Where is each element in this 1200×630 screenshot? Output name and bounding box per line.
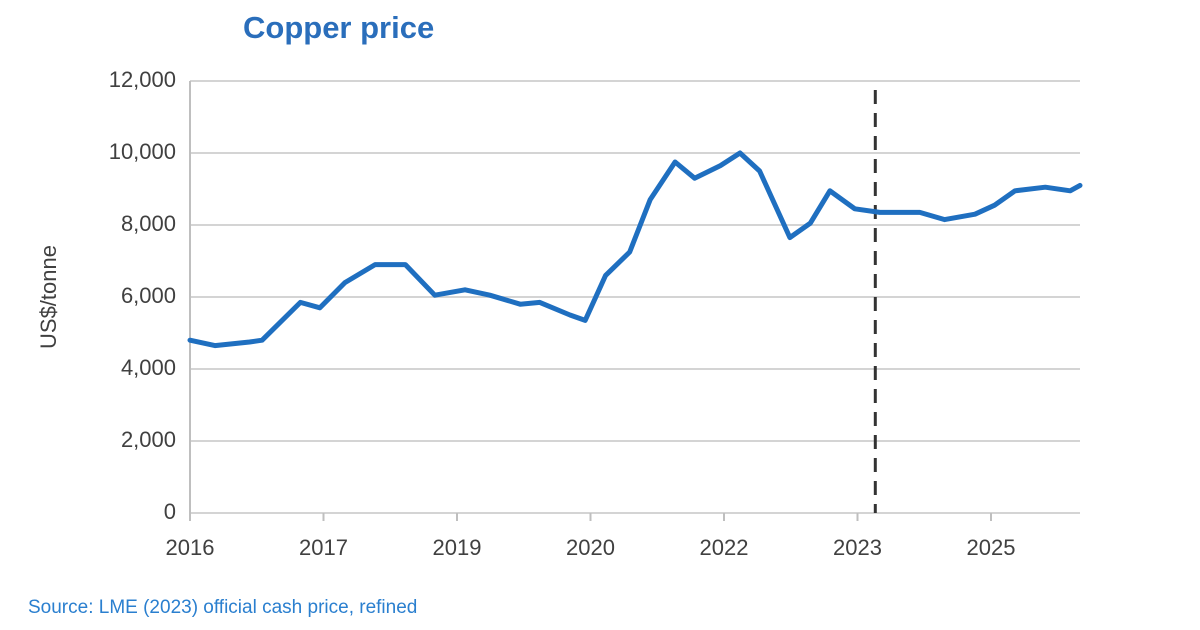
y-tick-label: 10,000: [109, 139, 176, 164]
x-tick-label: 2017: [299, 535, 348, 560]
y-tick-label: 6,000: [121, 283, 176, 308]
y-tick-label: 2,000: [121, 427, 176, 452]
chart-title: Copper price: [243, 10, 434, 45]
x-tick-label: 2016: [166, 535, 215, 560]
x-tick-label: 2022: [700, 535, 749, 560]
y-tick-label: 12,000: [109, 67, 176, 92]
y-axis-title: US$/tonne: [36, 245, 61, 349]
x-tick-label: 2023: [833, 535, 882, 560]
x-tick-label: 2025: [967, 535, 1016, 560]
y-tick-label: 0: [164, 499, 176, 524]
price-line: [187, 150, 1083, 349]
x-tick-label: 2019: [433, 535, 482, 560]
source-note: Source: LME (2023) official cash price, …: [28, 597, 417, 618]
y-tick-label: 4,000: [121, 355, 176, 380]
x-tick-label: 2020: [566, 535, 615, 560]
y-tick-label: 8,000: [121, 211, 176, 236]
